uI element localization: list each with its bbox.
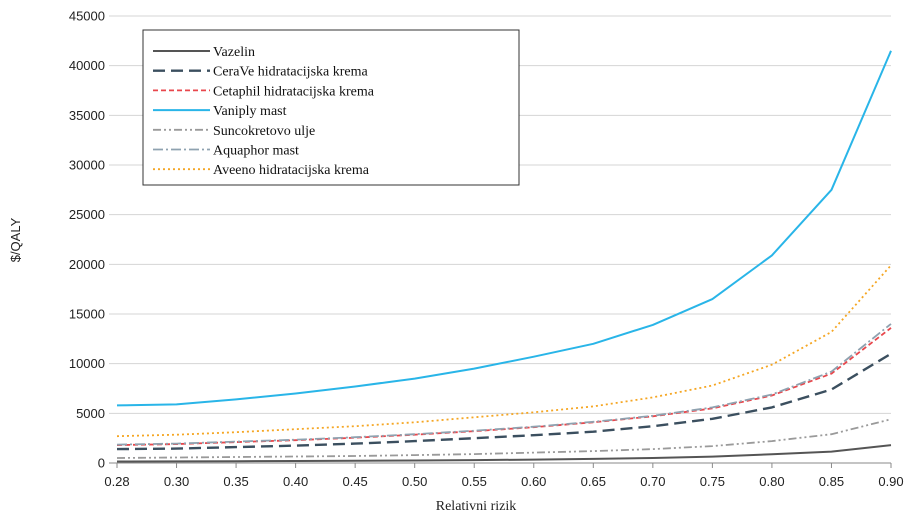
y-axis-title: $/QALY: [8, 217, 23, 262]
x-tick-label: 0.55: [462, 474, 487, 489]
legend-label: Cetaphil hidratacijska krema: [213, 84, 375, 99]
series-line-cetaphil-hidratacijska-krema: [116, 327, 892, 446]
x-tick-label: 0.75: [700, 474, 725, 489]
x-tick-label: 0.45: [342, 474, 367, 489]
y-tick-label: 35000: [69, 108, 105, 123]
y-tick-label: 5000: [76, 406, 105, 421]
x-tick-label: 0.85: [819, 474, 844, 489]
y-tick-label: 20000: [69, 257, 105, 272]
legend-label: Vaniply mast: [213, 104, 287, 119]
x-tick-label: 0.30: [164, 474, 189, 489]
series-line-aquaphor-mast: [116, 323, 892, 446]
y-tick-label: 10000: [69, 356, 105, 371]
y-tick-label: 30000: [69, 158, 105, 173]
series-line-suncokretovo-ulje: [116, 418, 892, 459]
series-line-vazelin: [116, 444, 892, 463]
series-line-vaniply-mast: [116, 50, 892, 407]
series-lines: [116, 50, 892, 463]
x-tick-label: 0.80: [759, 474, 784, 489]
legend-label: Aquaphor mast: [213, 144, 299, 159]
x-axis-title: Relativni rizik: [436, 499, 516, 514]
legend-box: [142, 29, 520, 186]
x-tick-label: 0.28: [104, 474, 129, 489]
legend: Vazelin CeraVe hidratacijska krema Cetaphi…: [142, 29, 520, 186]
x-tick-label: 0.40: [283, 474, 308, 489]
y-tick-label: 25000: [69, 207, 105, 222]
x-tick-label: 0.70: [640, 474, 665, 489]
x-tick-label: 0.50: [402, 474, 427, 489]
y-axis-ticks: 0 5000 10000 15000 20000 25000 30000 35000 40000…: [69, 9, 105, 471]
y-tick-label: 40000: [69, 58, 105, 73]
legend-label: CeraVe hidratacijska krema: [213, 65, 368, 80]
y-tick-label: 45000: [69, 9, 105, 24]
legend-label: Vazelin: [213, 45, 255, 60]
x-tick-label: 0.60: [521, 474, 546, 489]
x-tick-label: 0.90: [878, 474, 903, 489]
x-tick-label: 0.35: [223, 474, 248, 489]
legend-label: Suncokretovo ulje: [213, 124, 315, 139]
x-axis-ticks: 0.28 0.30 0.35 0.40 0.45 0.50 0.55 0.60 0.65 0.70…: [104, 463, 904, 489]
x-tick-label: 0.65: [581, 474, 606, 489]
series-line-aveeno-hidratacijska-krema: [116, 264, 892, 438]
y-tick-label: 15000: [69, 307, 105, 322]
y-tick-label: 0: [98, 456, 105, 471]
legend-label: Aveeno hidratacijska krema: [213, 163, 370, 178]
series-line-cerave-hidratacijska-krema: [116, 352, 892, 451]
